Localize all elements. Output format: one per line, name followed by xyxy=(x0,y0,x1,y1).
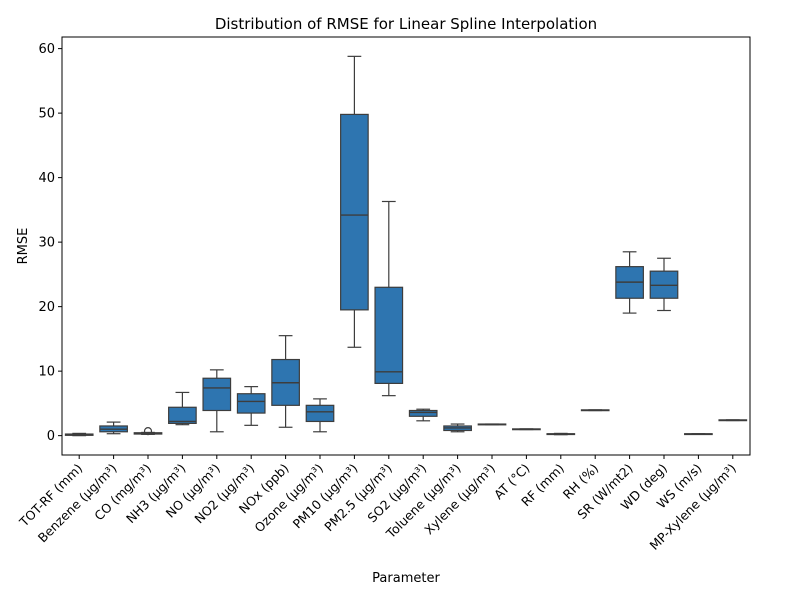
box-20 xyxy=(718,419,748,422)
box-17 xyxy=(615,251,644,314)
box-13 xyxy=(477,423,507,426)
iqr-box xyxy=(374,286,404,384)
y-axis: 0 10 20 30 40 50 60 xyxy=(38,42,62,444)
iqr-box xyxy=(340,113,369,311)
y-tick-label: 60 xyxy=(38,42,55,57)
y-tick-label: 20 xyxy=(38,300,55,315)
y-tick-label: 40 xyxy=(38,171,55,186)
y-tick-label: 0 xyxy=(47,429,55,444)
plot-frame xyxy=(61,36,751,456)
iqr-box xyxy=(236,393,266,414)
box-7 xyxy=(271,335,300,428)
box-10 xyxy=(374,200,404,397)
iqr-box xyxy=(202,377,232,412)
x-axis-label: Parameter xyxy=(372,571,440,586)
box-6 xyxy=(236,386,266,426)
outlier-point xyxy=(143,427,153,436)
iqr-box xyxy=(408,409,438,417)
box-19 xyxy=(684,433,713,436)
box-18 xyxy=(649,257,679,312)
iqr-box xyxy=(305,404,335,423)
box-5 xyxy=(202,369,232,433)
chart-title: Distribution of RMSE for Linear Spline I… xyxy=(215,15,597,33)
box-11 xyxy=(408,408,438,422)
box-2 xyxy=(99,421,128,435)
box-12 xyxy=(443,423,472,433)
y-tick-label: 50 xyxy=(38,107,55,122)
y-axis-label: RMSE xyxy=(16,228,31,265)
box-3 xyxy=(133,427,163,436)
plot-area xyxy=(64,55,748,437)
box-4 xyxy=(168,391,197,426)
iqr-box xyxy=(168,406,197,424)
y-tick-label: 10 xyxy=(38,365,55,380)
box-15 xyxy=(546,432,576,436)
y-tick-label: 30 xyxy=(38,236,55,251)
box-16 xyxy=(580,409,610,412)
box-1 xyxy=(64,432,94,437)
box-9 xyxy=(340,55,369,348)
box-8 xyxy=(305,398,335,433)
box-14 xyxy=(512,428,541,431)
